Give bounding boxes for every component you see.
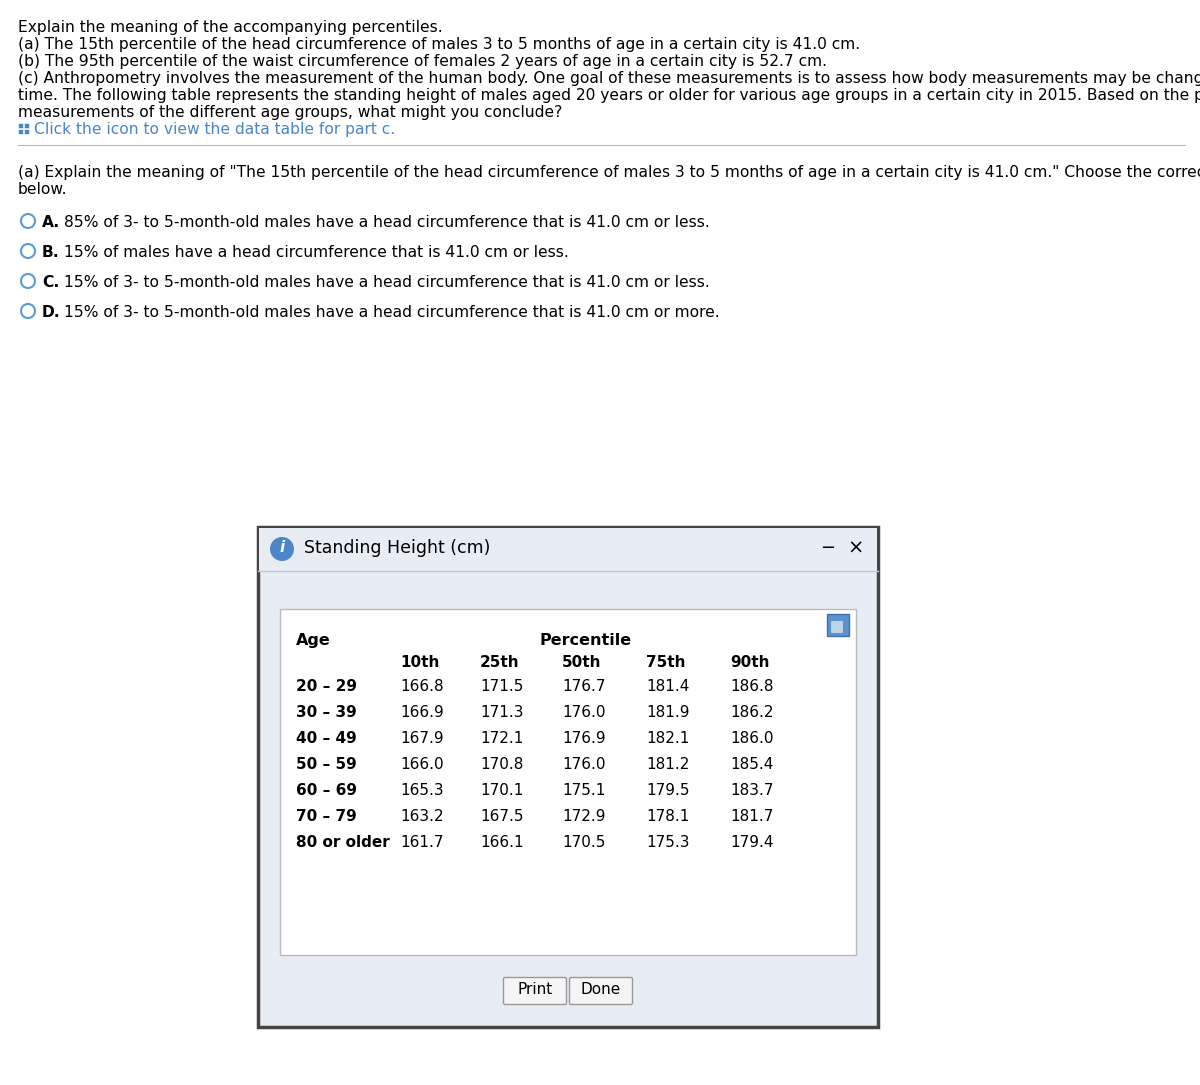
- Text: measurements of the different age groups, what might you conclude?: measurements of the different age groups…: [18, 105, 563, 120]
- Text: Click the icon to view the data table for part c.: Click the icon to view the data table fo…: [34, 122, 395, 137]
- Text: (a) Explain the meaning of "The 15th percentile of the head circumference of mal: (a) Explain the meaning of "The 15th per…: [18, 165, 1200, 180]
- Text: 186.8: 186.8: [730, 679, 774, 694]
- Text: i: i: [280, 540, 284, 556]
- Text: 170.1: 170.1: [480, 783, 523, 797]
- Text: 167.9: 167.9: [400, 731, 444, 746]
- Text: 60 – 69: 60 – 69: [296, 783, 358, 797]
- Text: 25th: 25th: [480, 655, 520, 671]
- Text: 176.9: 176.9: [562, 731, 606, 746]
- Text: 170.8: 170.8: [480, 757, 523, 773]
- Text: 175.1: 175.1: [562, 783, 605, 797]
- Text: C.: C.: [42, 275, 59, 290]
- Text: Explain the meaning of the accompanying percentiles.: Explain the meaning of the accompanying …: [18, 20, 443, 35]
- Text: 15% of 3- to 5-month-old males have a head circumference that is 41.0 cm or less: 15% of 3- to 5-month-old males have a he…: [64, 275, 709, 290]
- Text: 172.1: 172.1: [480, 731, 523, 746]
- Text: 50 – 59: 50 – 59: [296, 757, 356, 773]
- Text: 172.9: 172.9: [562, 809, 606, 824]
- Text: ×: ×: [848, 538, 864, 558]
- Text: 70 – 79: 70 – 79: [296, 809, 356, 824]
- Text: 181.2: 181.2: [646, 757, 689, 773]
- FancyBboxPatch shape: [280, 609, 856, 955]
- Text: 166.9: 166.9: [400, 705, 444, 720]
- Text: 186.2: 186.2: [730, 705, 774, 720]
- Text: (b) The 95th percentile of the waist circumference of females 2 years of age in : (b) The 95th percentile of the waist cir…: [18, 54, 827, 69]
- Text: (c) Anthropometry involves the measurement of the human body. One goal of these : (c) Anthropometry involves the measureme…: [18, 71, 1200, 86]
- Bar: [18, 129, 23, 135]
- Text: 167.5: 167.5: [480, 809, 523, 824]
- Bar: [24, 129, 29, 135]
- Text: 176.0: 176.0: [562, 705, 606, 720]
- Text: 181.7: 181.7: [730, 809, 773, 824]
- Text: 165.3: 165.3: [400, 783, 444, 797]
- FancyBboxPatch shape: [259, 528, 877, 571]
- Text: 181.9: 181.9: [646, 705, 690, 720]
- Text: 166.8: 166.8: [400, 679, 444, 694]
- Text: 10th: 10th: [400, 655, 439, 671]
- FancyBboxPatch shape: [827, 614, 850, 636]
- Text: 15% of males have a head circumference that is 41.0 cm or less.: 15% of males have a head circumference t…: [64, 245, 569, 260]
- Text: time. The following table represents the standing height of males aged 20 years : time. The following table represents the…: [18, 88, 1200, 103]
- Text: Standing Height (cm): Standing Height (cm): [304, 539, 491, 557]
- Text: 163.2: 163.2: [400, 809, 444, 824]
- Text: 80 or older: 80 or older: [296, 835, 390, 850]
- Text: 50th: 50th: [562, 655, 601, 671]
- Text: 85% of 3- to 5-month-old males have a head circumference that is 41.0 cm or less: 85% of 3- to 5-month-old males have a he…: [64, 215, 709, 230]
- Text: 179.5: 179.5: [646, 783, 690, 797]
- Text: 183.7: 183.7: [730, 783, 774, 797]
- Text: B.: B.: [42, 245, 60, 260]
- Text: 171.3: 171.3: [480, 705, 523, 720]
- Text: 15% of 3- to 5-month-old males have a head circumference that is 41.0 cm or more: 15% of 3- to 5-month-old males have a he…: [64, 305, 720, 320]
- Text: 166.1: 166.1: [480, 835, 523, 850]
- FancyBboxPatch shape: [258, 527, 878, 1027]
- FancyBboxPatch shape: [504, 978, 566, 1005]
- Text: 178.1: 178.1: [646, 809, 689, 824]
- Text: 20 – 29: 20 – 29: [296, 679, 358, 694]
- Text: 185.4: 185.4: [730, 757, 773, 773]
- Text: −: −: [821, 539, 835, 557]
- Text: 186.0: 186.0: [730, 731, 774, 746]
- Text: (a) The 15th percentile of the head circumference of males 3 to 5 months of age : (a) The 15th percentile of the head circ…: [18, 37, 860, 52]
- Text: 179.4: 179.4: [730, 835, 774, 850]
- Text: Print: Print: [517, 983, 553, 997]
- Text: 170.5: 170.5: [562, 835, 605, 850]
- FancyBboxPatch shape: [570, 978, 632, 1005]
- Text: 161.7: 161.7: [400, 835, 444, 850]
- Circle shape: [270, 537, 294, 561]
- Bar: [18, 123, 23, 128]
- Text: 171.5: 171.5: [480, 679, 523, 694]
- Text: 30 – 39: 30 – 39: [296, 705, 356, 720]
- FancyBboxPatch shape: [830, 621, 842, 631]
- Text: 40 – 49: 40 – 49: [296, 731, 356, 746]
- Text: 175.3: 175.3: [646, 835, 690, 850]
- Text: 181.4: 181.4: [646, 679, 689, 694]
- Text: A.: A.: [42, 215, 60, 230]
- Text: 176.7: 176.7: [562, 679, 606, 694]
- Text: below.: below.: [18, 182, 67, 197]
- Text: D.: D.: [42, 305, 61, 320]
- Text: 75th: 75th: [646, 655, 685, 671]
- Text: 176.0: 176.0: [562, 757, 606, 773]
- Text: Percentile: Percentile: [540, 633, 632, 648]
- Text: 182.1: 182.1: [646, 731, 689, 746]
- Text: Age: Age: [296, 633, 331, 648]
- Text: Done: Done: [581, 983, 622, 997]
- Text: 90th: 90th: [730, 655, 769, 671]
- Text: 166.0: 166.0: [400, 757, 444, 773]
- Bar: [24, 123, 29, 128]
